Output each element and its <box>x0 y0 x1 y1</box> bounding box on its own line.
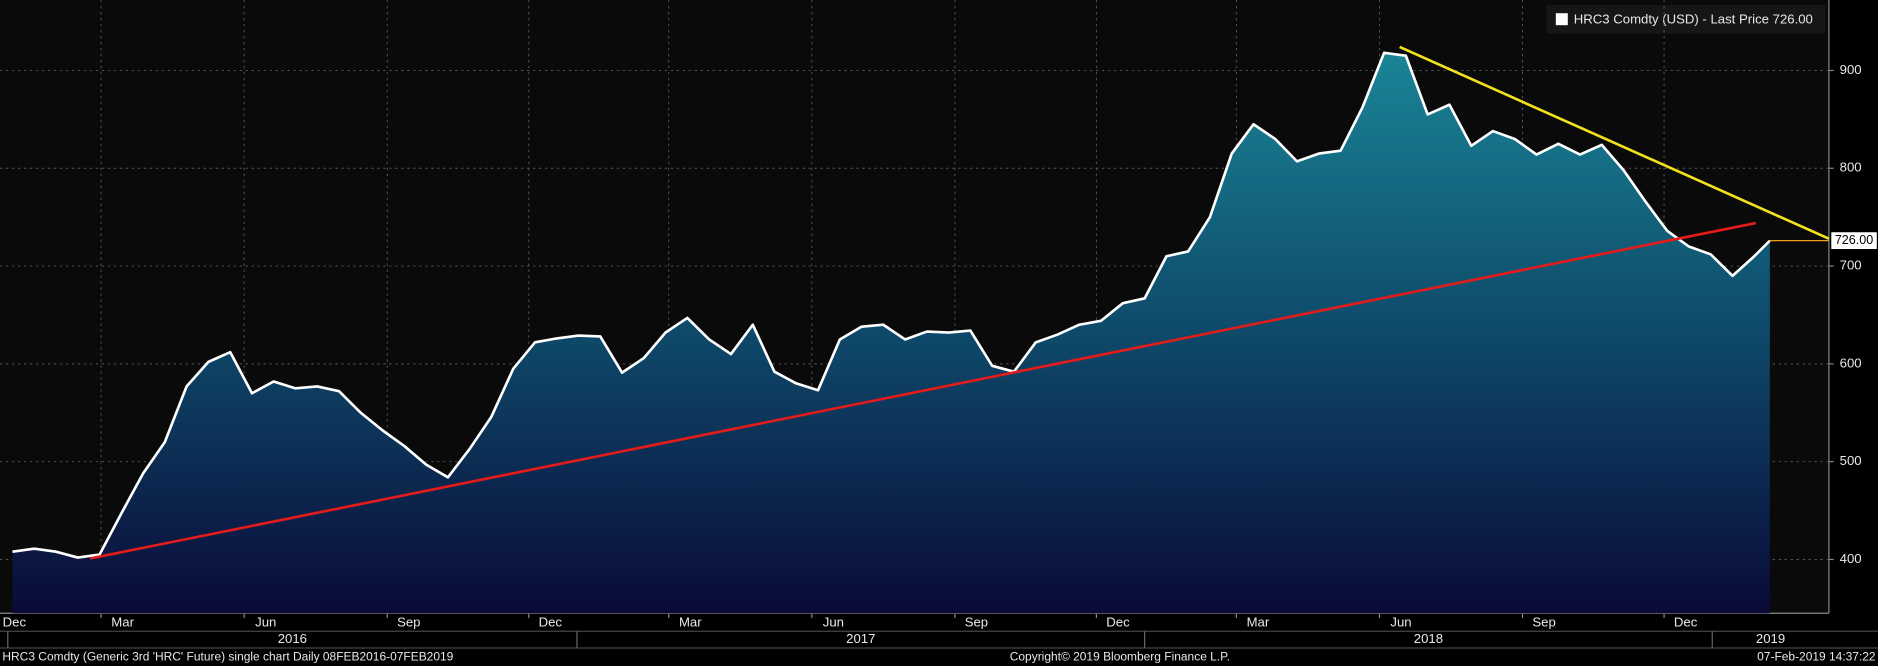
x-tick-label: Sep <box>397 614 420 629</box>
x-tick-label: Mar <box>679 614 702 629</box>
trend-line <box>1399 45 1830 240</box>
x-tick-label: Sep <box>1532 614 1555 629</box>
legend-swatch <box>1555 13 1568 26</box>
y-tick-label: 500 <box>1840 453 1862 468</box>
x-tick-label: Dec <box>539 614 563 629</box>
legend-label: HRC3 Comdty (USD) - Last Price 726.00 <box>1574 11 1813 26</box>
x-tick-label: Dec <box>1106 614 1130 629</box>
price-line <box>12 51 1771 559</box>
legend-box <box>1546 4 1826 34</box>
y-tick-label: 600 <box>1840 355 1862 370</box>
x-tick-label: Mar <box>1247 614 1270 629</box>
y-tick-label: 800 <box>1840 160 1862 175</box>
x-tick-label: Dec <box>3 614 27 629</box>
footer-center: Copyright© 2019 Bloomberg Finance L.P. <box>1010 650 1230 664</box>
x-tick-label: Mar <box>111 614 134 629</box>
year-label: 2018 <box>1414 631 1443 646</box>
x-tick-label: Dec <box>1674 614 1698 629</box>
footer-right: 07-Feb-2019 14:37:22 <box>1757 650 1876 664</box>
trend-line <box>89 221 1757 560</box>
y-tick-label: 900 <box>1840 62 1862 77</box>
footer-left: HRC3 Comdty (Generic 3rd 'HRC' Future) s… <box>2 650 453 664</box>
y-tick-label: 700 <box>1840 258 1862 273</box>
year-label: 2017 <box>846 631 875 646</box>
year-label: 2016 <box>278 631 307 646</box>
year-label: 2019 <box>1756 631 1785 646</box>
x-tick-label: Jun <box>823 614 844 629</box>
y-tick-label: 400 <box>1840 551 1862 566</box>
last-price-label: 726.00 <box>1835 233 1873 247</box>
x-tick-label: Jun <box>1390 614 1411 629</box>
x-tick-label: Sep <box>965 614 988 629</box>
last-price-box <box>1831 232 1877 250</box>
x-tick-label: Jun <box>255 614 276 629</box>
